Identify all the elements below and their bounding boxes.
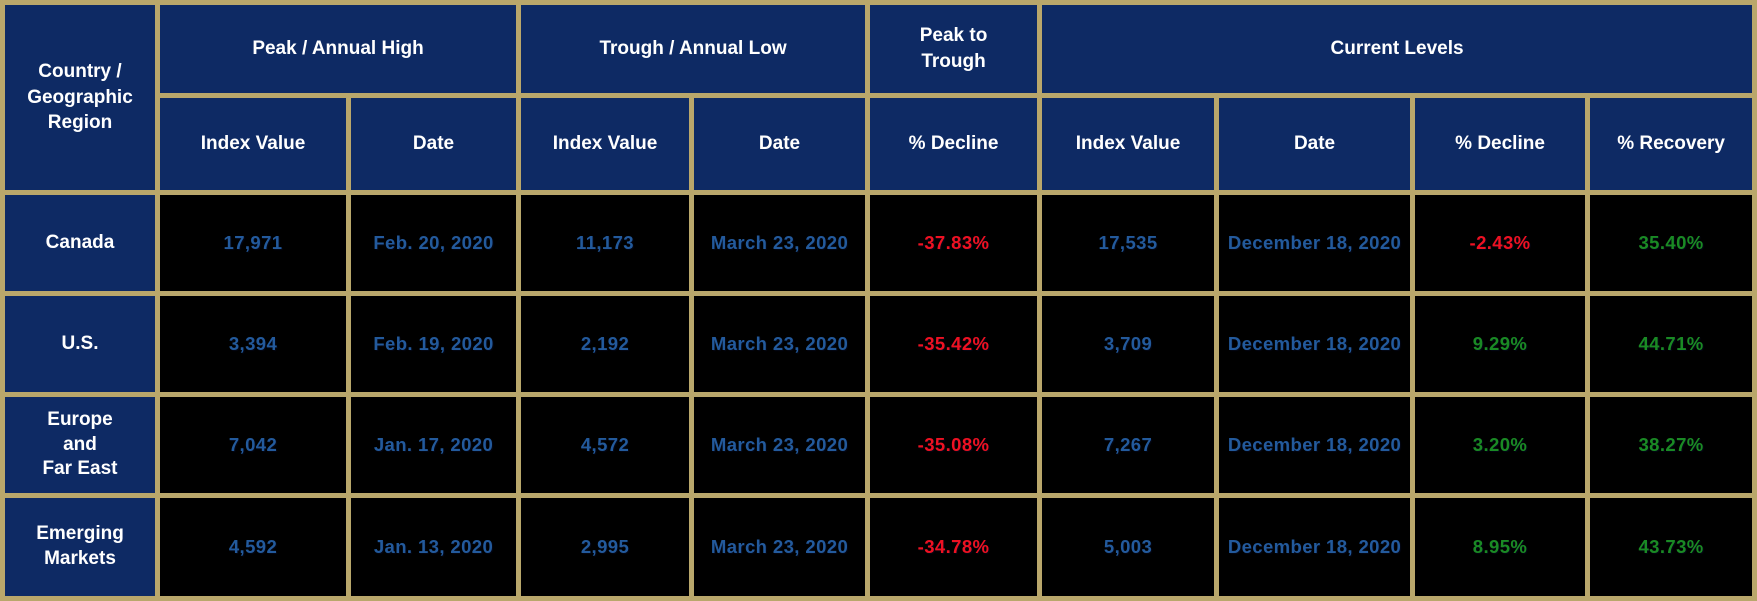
data-cell: 7,042 (160, 397, 346, 493)
col-header-peak-date: Date (351, 98, 517, 190)
data-cell: March 23, 2020 (694, 397, 866, 493)
data-cell: 17,535 (1042, 195, 1215, 291)
col-header-trough-index-value: Index Value (521, 98, 690, 190)
table-header: Country / Geographic Region Peak / Annua… (5, 5, 1753, 190)
data-cell: 4,572 (521, 397, 690, 493)
table-row: Canada 17,971 Feb. 20, 2020 11,173 March 23,… (5, 195, 1753, 291)
data-cell: -34.78% (870, 498, 1038, 596)
data-cell: March 23, 2020 (694, 296, 866, 392)
data-cell: 35.40% (1590, 195, 1753, 291)
col-header-current-decline: % Decline (1415, 98, 1586, 190)
data-cell: -37.83% (870, 195, 1038, 291)
group-header-row: Country / Geographic Region Peak / Annua… (5, 5, 1753, 190)
region-label: U.S. (5, 296, 155, 392)
data-cell: 2,192 (521, 296, 690, 392)
region-label: Europe and Far East (5, 397, 155, 493)
data-cell: -2.43% (1415, 195, 1586, 291)
data-cell: December 18, 2020 (1219, 397, 1411, 493)
table-row: Europe and Far East 7,042 Jan. 17, 2020 4,5… (5, 397, 1753, 493)
region-label: Emerging Markets (5, 498, 155, 596)
data-cell: 3,394 (160, 296, 346, 392)
data-cell: 17,971 (160, 195, 346, 291)
group-header-peak-to-trough: Peak to Trough (870, 5, 1038, 93)
data-cell: 3,709 (1042, 296, 1215, 392)
corner-header-country-region: Country / Geographic Region (5, 5, 155, 190)
table-row: Emerging Markets 4,592 Jan. 13, 2020 2,995 M… (5, 498, 1753, 596)
table-row: U.S. 3,394 Feb. 19, 2020 2,192 March 23, 202… (5, 296, 1753, 392)
group-header-current-levels: Current Levels (1042, 5, 1753, 93)
data-cell: 3.20% (1415, 397, 1586, 493)
data-cell: 38.27% (1590, 397, 1753, 493)
data-cell: 9.29% (1415, 296, 1586, 392)
data-cell: Feb. 20, 2020 (351, 195, 517, 291)
data-cell: Feb. 19, 2020 (351, 296, 517, 392)
group-header-trough-annual-low: Trough / Annual Low (521, 5, 866, 93)
data-cell: March 23, 2020 (694, 498, 866, 596)
col-header-current-date: Date (1219, 98, 1411, 190)
data-cell: Jan. 13, 2020 (351, 498, 517, 596)
col-header-current-recovery: % Recovery (1590, 98, 1753, 190)
table-body: Canada 17,971 Feb. 20, 2020 11,173 March 23,… (5, 195, 1753, 596)
col-header-trough-date: Date (694, 98, 866, 190)
data-cell: March 23, 2020 (694, 195, 866, 291)
col-header-current-index-value: Index Value (1042, 98, 1215, 190)
data-cell: 11,173 (521, 195, 690, 291)
data-cell: 43.73% (1590, 498, 1753, 596)
data-cell: -35.08% (870, 397, 1038, 493)
column-header-row: Index Value Date Index Value Date % Decl… (5, 98, 1753, 190)
data-cell: 5,003 (1042, 498, 1215, 596)
col-header-peak-to-trough-decline: % Decline (870, 98, 1038, 190)
data-cell: December 18, 2020 (1219, 296, 1411, 392)
data-cell: 44.71% (1590, 296, 1753, 392)
data-cell: 2,995 (521, 498, 690, 596)
col-header-peak-index-value: Index Value (160, 98, 346, 190)
data-cell: December 18, 2020 (1219, 195, 1411, 291)
data-cell: 4,592 (160, 498, 346, 596)
data-cell: December 18, 2020 (1219, 498, 1411, 596)
data-cell: Jan. 17, 2020 (351, 397, 517, 493)
data-cell: 7,267 (1042, 397, 1215, 493)
data-cell: 8.95% (1415, 498, 1586, 596)
group-header-peak-annual-high: Peak / Annual High (160, 5, 517, 93)
data-cell: -35.42% (870, 296, 1038, 392)
region-label: Canada (5, 195, 155, 291)
